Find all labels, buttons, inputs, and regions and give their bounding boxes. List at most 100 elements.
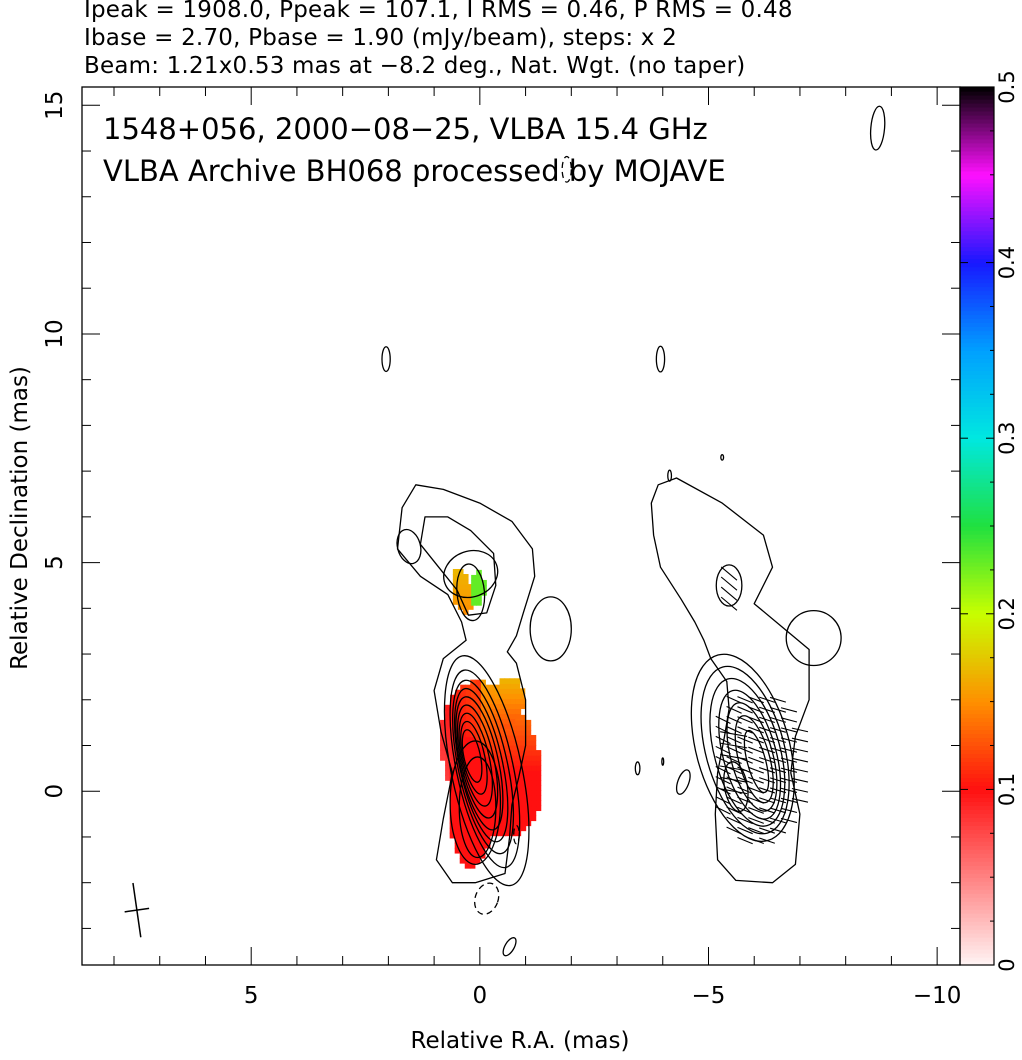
colorbar-cell bbox=[960, 957, 994, 962]
colorbar-cell bbox=[960, 378, 994, 383]
colorbar-cell bbox=[960, 881, 994, 886]
evpa-vector bbox=[748, 696, 764, 704]
evpa-vector bbox=[759, 827, 776, 834]
colorbar-cell bbox=[960, 645, 994, 651]
evpa-vector bbox=[759, 837, 776, 844]
evpa-vector bbox=[769, 827, 787, 834]
polarization-pixel bbox=[499, 678, 506, 684]
polarization-pixel bbox=[452, 589, 459, 595]
polarization-pixel bbox=[499, 693, 506, 699]
polarization-pixel bbox=[475, 709, 481, 716]
polarization-pixel bbox=[470, 699, 476, 706]
evpa-vector bbox=[748, 837, 764, 845]
polarization-pixel bbox=[509, 693, 516, 699]
polarization-pixel bbox=[454, 777, 461, 784]
polarization-pixel bbox=[499, 713, 506, 720]
colorbar-cell bbox=[960, 849, 994, 854]
polarization-pixel bbox=[490, 714, 496, 721]
evpa-vector bbox=[780, 807, 798, 814]
polarization-pixel bbox=[514, 698, 521, 705]
polarization-pixel bbox=[505, 750, 512, 756]
polarization-pixel bbox=[484, 787, 491, 794]
polarization-pixel bbox=[465, 689, 471, 696]
colorbar-cell bbox=[960, 394, 994, 399]
polarization-pixel bbox=[457, 568, 464, 575]
evpa-vector bbox=[791, 737, 809, 743]
polarization-pixel bbox=[480, 689, 486, 696]
polarization-pixel bbox=[480, 679, 486, 686]
polarization-pixel bbox=[490, 770, 496, 776]
colorbar-cell bbox=[960, 577, 994, 583]
polarization-pixel bbox=[464, 842, 471, 849]
polarization-pixel bbox=[490, 729, 496, 736]
polarization-pixel bbox=[480, 734, 486, 741]
colorbar-tick-label: 0.3 bbox=[995, 421, 1019, 454]
colorbar-cell bbox=[960, 533, 994, 539]
polarization-pixel bbox=[495, 820, 502, 827]
colorbar-cell bbox=[960, 418, 994, 423]
polarization-pixel bbox=[465, 684, 471, 691]
evpa-vector bbox=[726, 756, 742, 765]
polarization-pixel bbox=[457, 579, 464, 585]
polarization-pixel bbox=[474, 857, 481, 864]
colorbar-cell bbox=[960, 294, 994, 300]
polarization-pixel bbox=[474, 802, 481, 809]
colorbar-cell bbox=[960, 142, 994, 148]
polarization-pixel bbox=[484, 832, 491, 839]
polarization-pixel bbox=[480, 724, 486, 731]
colorbar-cell bbox=[960, 861, 994, 866]
polarization-pixel bbox=[474, 822, 481, 829]
polarization-pixel bbox=[530, 800, 537, 807]
polarization-pixel bbox=[505, 815, 512, 822]
polarization-pixel bbox=[467, 599, 474, 605]
polarization-pixel bbox=[471, 584, 477, 591]
stokes-i-contour bbox=[460, 720, 488, 795]
colorbar-cell bbox=[960, 769, 994, 775]
polarization-pixel bbox=[459, 807, 466, 814]
evpa-vector bbox=[759, 787, 776, 794]
colorbar-cell bbox=[960, 218, 994, 224]
colorbar-cell bbox=[960, 330, 994, 336]
y-tick-label: 10 bbox=[42, 319, 68, 348]
polarization-pixel bbox=[515, 765, 522, 771]
polarization-pixel bbox=[464, 747, 471, 753]
polarization-pixel bbox=[530, 755, 537, 761]
colorbar-cell bbox=[960, 609, 994, 615]
polarization-pixel bbox=[462, 599, 469, 605]
polarization-pixel bbox=[525, 775, 532, 781]
polarization-pixel bbox=[454, 767, 461, 774]
colorbar-cell bbox=[960, 565, 994, 571]
colorbar-cell bbox=[960, 649, 994, 655]
polarization-pixel bbox=[505, 729, 512, 736]
colorbar-cell bbox=[960, 166, 994, 172]
evpa-vector bbox=[737, 726, 753, 734]
polarization-pixel bbox=[479, 822, 486, 829]
polarization-pixel bbox=[515, 740, 522, 746]
stokes-i-contour bbox=[396, 528, 422, 565]
colorbar-cell bbox=[960, 186, 994, 192]
evpa-vector bbox=[769, 696, 787, 703]
polarization-pixel bbox=[509, 683, 516, 689]
polarization-pixel bbox=[520, 815, 527, 822]
colorbar-cell bbox=[960, 917, 994, 922]
evpa-vector bbox=[759, 797, 776, 804]
polarization-pixel bbox=[480, 729, 486, 736]
polarization-pixel bbox=[464, 737, 471, 743]
colorbar-cell bbox=[960, 454, 994, 459]
polarization-pixel bbox=[469, 787, 476, 794]
evpa-vector bbox=[726, 746, 742, 754]
colorbar-cell bbox=[960, 853, 994, 858]
evpa-vector bbox=[715, 776, 731, 785]
polarization-pixel bbox=[500, 755, 507, 761]
evpa-vector bbox=[715, 756, 731, 765]
polarization-pixel bbox=[467, 589, 474, 595]
colorbar-cell bbox=[960, 549, 994, 555]
polarization-pixel bbox=[469, 792, 476, 799]
polarization-pixel bbox=[499, 708, 506, 715]
polarization-pixel bbox=[474, 832, 481, 839]
polarization-pixel bbox=[530, 805, 537, 812]
polarization-pixel bbox=[479, 747, 486, 753]
polarization-pixel bbox=[474, 762, 481, 769]
colorbar-cell bbox=[960, 358, 994, 363]
polarization-pixel bbox=[495, 745, 502, 751]
